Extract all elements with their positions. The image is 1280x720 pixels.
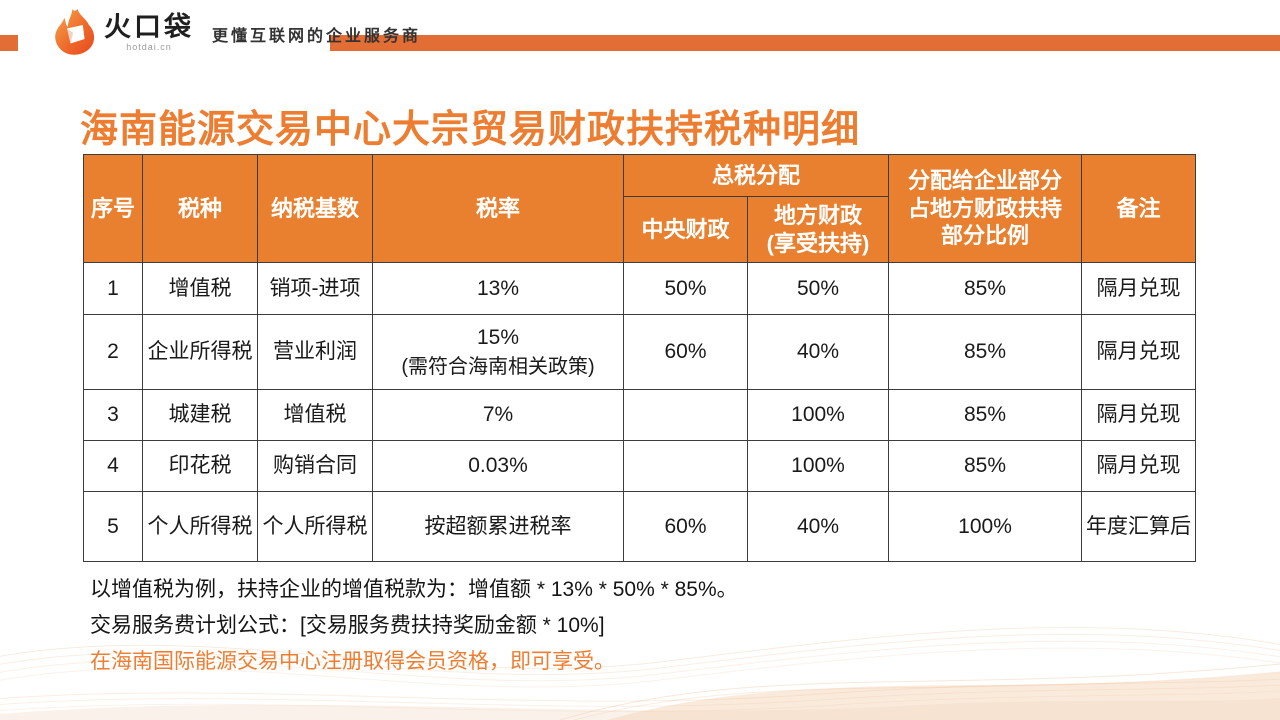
header-local-finance-line1: 地方财政 [774, 203, 863, 228]
header-tax-rate: 税率 [372, 154, 624, 263]
cell-tax-type: 城建税 [142, 389, 258, 441]
cell-local: 40% [746, 491, 890, 562]
header-tax-base: 纳税基数 [257, 154, 373, 263]
header-local-finance: 地方财政 (享受扶持) [746, 196, 890, 263]
table-row: 2 企业所得税 营业利润 15% (需符合海南相关政策) 60% 40% 85%… [83, 314, 1197, 390]
note-example: 以增值税为例，扶持企业的增值税款为：增值额 * 13% * 50% * 85%。 [90, 578, 738, 601]
cell-tax-rate: 15% (需符合海南相关政策) [372, 314, 624, 390]
flame-icon [55, 9, 95, 55]
cell-tax-base: 营业利润 [257, 314, 373, 390]
cell-remark: 隔月兑现 [1081, 314, 1197, 390]
header-central-finance: 中央财政 [623, 196, 748, 263]
cell-central [623, 389, 748, 441]
cell-tax-rate-note: (需符合海南相关政策) [401, 355, 595, 378]
cell-tax-base: 增值税 [257, 389, 373, 441]
header-enterprise-share: 分配给企业部分 占地方财政扶持 部分比例 [888, 154, 1083, 263]
cell-central [623, 440, 748, 492]
header-index: 序号 [83, 154, 143, 263]
cell-tax-type: 印花税 [142, 440, 258, 492]
cell-index: 3 [83, 389, 143, 441]
cell-tax-rate: 按超额累进税率 [372, 491, 624, 562]
cell-index: 4 [83, 440, 143, 492]
cell-enterprise-share: 85% [888, 314, 1083, 390]
cell-tax-rate: 0.03% [372, 440, 624, 492]
cell-remark: 年度汇算后 [1081, 491, 1197, 562]
table-row: 3 城建税 增值税 7% 100% 85% 隔月兑现 [83, 389, 1197, 441]
cell-tax-base: 销项-进项 [257, 262, 373, 315]
cell-local: 100% [746, 389, 890, 441]
cell-tax-base: 购销合同 [257, 440, 373, 492]
header-enterprise-share-line2: 占地方财政扶持 [908, 195, 1063, 221]
header-enterprise-share-line3: 部分比例 [941, 223, 1030, 249]
cell-index: 5 [83, 491, 143, 562]
cell-enterprise-share: 85% [888, 262, 1083, 315]
cell-tax-type: 增值税 [142, 262, 258, 315]
cell-local: 50% [746, 262, 890, 315]
brand-name: 火口袋 [104, 11, 194, 42]
accent-bar-right [330, 35, 1280, 51]
cell-tax-rate: 7% [372, 389, 624, 441]
header-remark: 备注 [1081, 154, 1197, 263]
table-row: 1 增值税 销项-进项 13% 50% 50% 85% 隔月兑现 [83, 262, 1197, 315]
table-row: 4 印花税 购销合同 0.03% 100% 85% 隔月兑现 [83, 440, 1197, 492]
cell-tax-base: 个人所得税 [257, 491, 373, 562]
cell-remark: 隔月兑现 [1081, 262, 1197, 315]
cell-remark: 隔月兑现 [1081, 440, 1197, 492]
brand-logo: 火口袋 hotdai.cn 更懂互联网的企业服务商 [52, 6, 421, 58]
brand-domain: hotdai.cn [126, 41, 172, 52]
cell-tax-rate: 13% [372, 262, 624, 315]
cell-local: 100% [746, 440, 890, 492]
header-tax-type: 税种 [142, 154, 258, 263]
cell-tax-type: 企业所得税 [142, 314, 258, 390]
table-header-row-1: 序号 税种 纳税基数 税率 总税分配 分配给企业部分 占地方财政扶持 部分比例 … [83, 154, 1197, 263]
header-total-allocation: 总税分配 [622, 154, 890, 197]
cell-tax-rate-value: 15% [476, 326, 520, 350]
notes-block: 以增值税为例，扶持企业的增值税款为：增值额 * 13% * 50% * 85%。… [90, 572, 738, 680]
tax-table: 序号 税种 纳税基数 税率 总税分配 分配给企业部分 占地方财政扶持 部分比例 … [83, 154, 1197, 562]
cell-enterprise-share: 85% [888, 389, 1083, 441]
cell-local: 40% [746, 314, 890, 390]
cell-central: 60% [623, 314, 748, 390]
table-row: 5 个人所得税 个人所得税 按超额累进税率 60% 40% 100% 年度汇算后 [83, 491, 1197, 562]
header-local-finance-line2: (享受扶持) [766, 230, 870, 256]
cell-remark: 隔月兑现 [1081, 389, 1197, 441]
brand-tagline: 更懂互联网的企业服务商 [212, 28, 422, 45]
note-formula: 交易服务费计划公式：[交易服务费扶持奖励金额 * 10%] [90, 614, 605, 637]
cell-central: 50% [623, 262, 748, 315]
accent-bar-left [0, 35, 18, 51]
table-header-row-2: 中央财政 地方财政 (享受扶持) [84, 196, 1196, 263]
cell-index: 1 [83, 262, 143, 315]
cell-central: 60% [623, 491, 748, 562]
header-enterprise-share-line1: 分配给企业部分 [908, 168, 1063, 194]
cell-tax-type: 个人所得税 [142, 491, 258, 562]
page-title: 海南能源交易中心大宗贸易财政扶持税种明细 [80, 109, 861, 151]
note-membership: 在海南国际能源交易中心注册取得会员资格，即可享受。 [90, 650, 615, 673]
cell-index: 2 [83, 314, 143, 390]
cell-enterprise-share: 100% [888, 491, 1083, 562]
cell-enterprise-share: 85% [888, 440, 1083, 492]
